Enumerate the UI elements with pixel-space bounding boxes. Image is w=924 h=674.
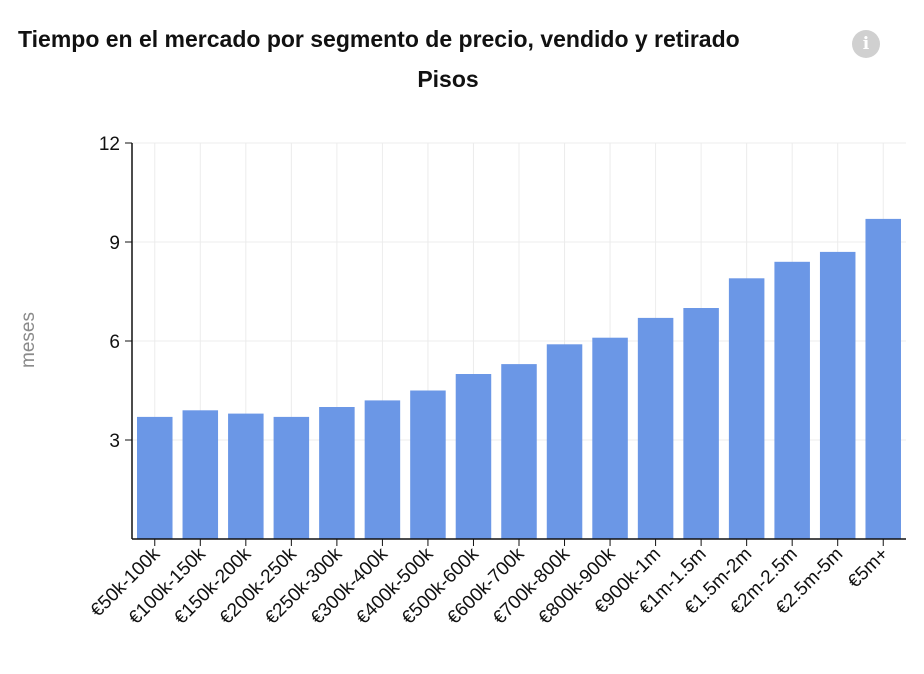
bar-0[interactable] bbox=[137, 416, 173, 539]
x-tick-label-16: €5m+ bbox=[844, 544, 893, 593]
bar-16[interactable] bbox=[865, 218, 901, 539]
bar-7[interactable] bbox=[455, 374, 492, 539]
y-tick-label-0: 3 bbox=[109, 431, 120, 452]
bar-2[interactable] bbox=[228, 413, 264, 539]
y-tick-label-1: 6 bbox=[109, 332, 120, 353]
bar-5[interactable] bbox=[364, 400, 401, 539]
info-icon[interactable]: i bbox=[852, 30, 880, 58]
y-axis-label: meses bbox=[18, 312, 39, 368]
chart-title: Tiempo en el mercado por segmento de pre… bbox=[18, 26, 740, 52]
bar-10[interactable] bbox=[592, 337, 628, 539]
bar-14[interactable] bbox=[774, 261, 810, 539]
bar-13[interactable] bbox=[728, 278, 765, 539]
bar-15[interactable] bbox=[819, 251, 856, 539]
bar-layer bbox=[137, 218, 901, 540]
bar-12[interactable] bbox=[683, 308, 719, 539]
bar-3[interactable] bbox=[273, 416, 310, 539]
bar-8[interactable] bbox=[501, 364, 537, 539]
bar-11[interactable] bbox=[637, 317, 674, 539]
bar-9[interactable] bbox=[546, 344, 583, 539]
y-tick-label-2: 9 bbox=[109, 233, 120, 254]
bar-4[interactable] bbox=[319, 407, 355, 539]
y-tick-label-3: 12 bbox=[99, 134, 120, 155]
bar-6[interactable] bbox=[410, 390, 446, 540]
bar-1[interactable] bbox=[182, 410, 219, 539]
chart-subtitle: Pisos bbox=[417, 66, 479, 92]
